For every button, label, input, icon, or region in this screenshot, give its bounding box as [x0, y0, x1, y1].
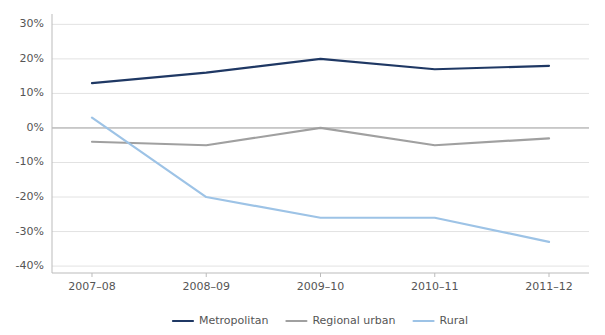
- series-line: [92, 128, 549, 145]
- x-axis: 2007–08 2008–09 2009–10 2010–11 2011–12: [52, 273, 589, 293]
- x-tick: [549, 273, 550, 277]
- y-tick-label: 30%: [20, 17, 44, 30]
- y-tick-label: -10%: [16, 155, 44, 168]
- legend-swatch: [173, 320, 193, 322]
- x-tick: [434, 273, 435, 277]
- grid-line: [52, 231, 589, 232]
- legend-label: Metropolitan: [199, 314, 268, 327]
- legend-label: Rural: [440, 314, 468, 327]
- chart-container: -40% -30% -20% -10% 0% 10% 20% 30% 2007–08 2008–0…: [0, 0, 605, 335]
- y-tick-label: 20%: [20, 52, 44, 65]
- x-tick: [320, 273, 321, 277]
- y-tick-label: -20%: [16, 190, 44, 203]
- grid: [52, 24, 589, 266]
- legend-swatch: [286, 320, 306, 322]
- legend-item: Regional urban: [286, 314, 395, 327]
- y-tick-label: -30%: [16, 225, 44, 238]
- x-tick-label: 2007–08: [68, 280, 116, 293]
- y-axis-labels: -40% -30% -20% -10% 0% 10% 20% 30%: [16, 17, 44, 272]
- x-tick-label: 2010–11: [411, 280, 459, 293]
- grid-line: [52, 162, 589, 163]
- x-tick-label: 2009–10: [297, 280, 345, 293]
- legend-swatch: [414, 320, 434, 322]
- chart: -40% -30% -20% -10% 0% 10% 20% 30% 2007–08 2008–0…: [0, 0, 605, 335]
- legend-label: Regional urban: [312, 314, 395, 327]
- y-axis-line: [52, 14, 53, 273]
- grid-line: [52, 24, 589, 25]
- x-tick-label: 2011–12: [525, 280, 573, 293]
- y-tick-label: 10%: [20, 86, 44, 99]
- x-tick-label: 2008–09: [182, 280, 230, 293]
- x-tick: [206, 273, 207, 277]
- legend: Metropolitan Regional urban Rural: [173, 314, 468, 327]
- y-tick-label: 0%: [27, 121, 44, 134]
- x-tick: [91, 273, 92, 277]
- series-line: [92, 118, 549, 242]
- legend-item: Rural: [414, 314, 468, 327]
- grid-line: [52, 266, 589, 267]
- grid-line: [52, 197, 589, 198]
- legend-item: Metropolitan: [173, 314, 268, 327]
- y-tick-label: -40%: [16, 259, 44, 272]
- grid-line: [52, 93, 589, 94]
- series-lines: [92, 59, 549, 242]
- series-line: [92, 59, 549, 83]
